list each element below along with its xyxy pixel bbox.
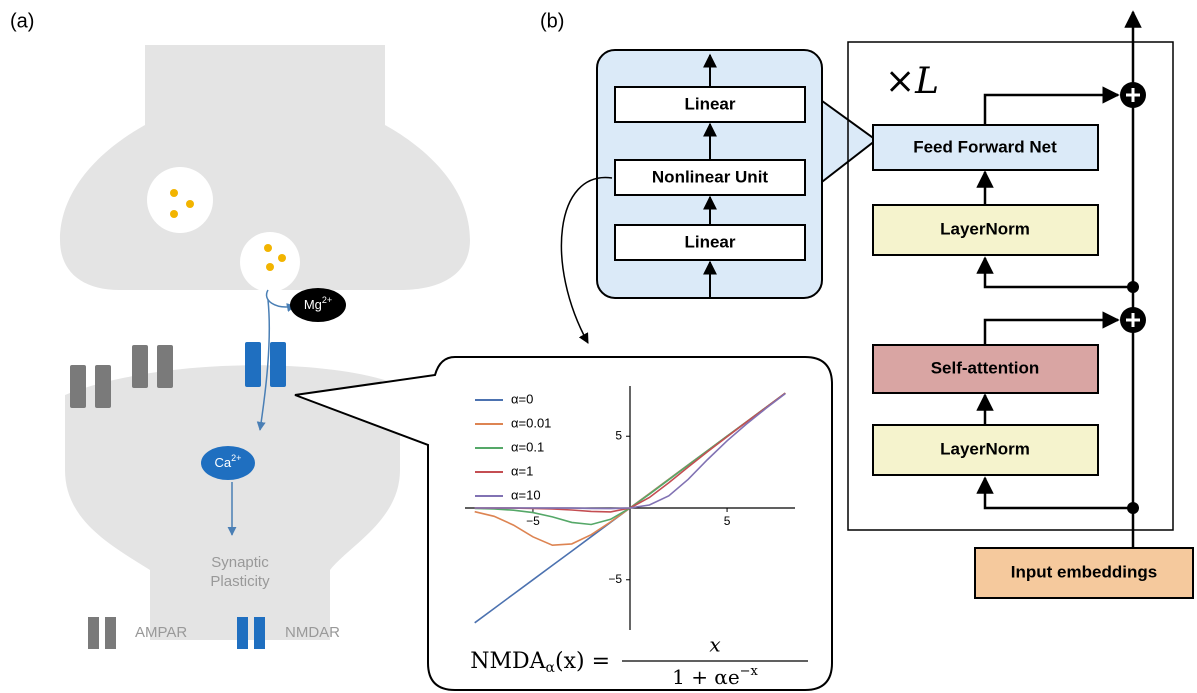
legend-label: α=1 bbox=[511, 463, 533, 478]
layer-label: Linear bbox=[684, 232, 735, 251]
legend-label: α=0.01 bbox=[511, 415, 551, 430]
vesicle bbox=[147, 167, 213, 233]
block-label: LayerNorm bbox=[940, 219, 1030, 238]
formula: −x bbox=[740, 664, 759, 679]
y-tick-label: 5 bbox=[615, 428, 622, 442]
panel-label: (a) bbox=[10, 10, 34, 32]
formula-lhs: NMDAα(x) = bbox=[470, 649, 610, 676]
outcome: Plasticity bbox=[210, 573, 270, 590]
formula: NMDA bbox=[470, 649, 546, 674]
block-label: Self-attention bbox=[931, 358, 1040, 377]
block-label: Feed Forward Net bbox=[913, 137, 1057, 156]
block-label: LayerNorm bbox=[940, 439, 1030, 458]
zoom-callout bbox=[818, 98, 876, 185]
x-tick-label: −5 bbox=[526, 514, 540, 528]
layer-label: Nonlinear Unit bbox=[652, 167, 769, 186]
input-label: Input embeddings bbox=[1011, 562, 1157, 581]
repeat-label: ×L bbox=[885, 61, 939, 102]
legend-label: α=0.1 bbox=[511, 439, 544, 454]
y-tick-label: −5 bbox=[608, 572, 622, 586]
outcome: Synaptic bbox=[211, 554, 269, 571]
legend-label: AMPAR bbox=[135, 624, 187, 641]
legend-label: α=0 bbox=[511, 391, 533, 406]
charge: 2+ bbox=[322, 295, 332, 305]
ion: Ca bbox=[215, 455, 232, 470]
layer-label: Linear bbox=[684, 94, 735, 113]
legend-label: NMDAR bbox=[285, 624, 340, 641]
formula-num: x bbox=[709, 633, 720, 657]
legend-label: α=10 bbox=[511, 487, 541, 502]
figure: (a) Mg2+ Ca2+ Synaptic Plasticity AMPAR … bbox=[0, 0, 1197, 693]
vesicle bbox=[240, 232, 300, 292]
x-tick-label: 5 bbox=[724, 514, 731, 528]
panel-label: (b) bbox=[540, 10, 564, 32]
formula: 1 + αe bbox=[672, 665, 740, 689]
charge: 2+ bbox=[231, 453, 241, 463]
formula: (x) = bbox=[555, 649, 610, 674]
ion: Mg bbox=[304, 297, 322, 312]
